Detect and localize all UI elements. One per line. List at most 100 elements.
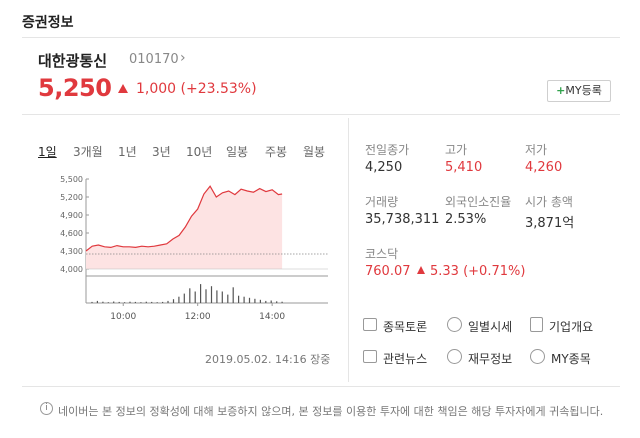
board-icon [363,318,377,331]
tab-period-7[interactable]: 주봉 [265,145,288,159]
price-area [86,186,283,269]
volume-bar [205,289,207,303]
stock-price: 5,250 [38,74,112,102]
volume-bar [96,300,98,303]
x-tick-label: 12:00 [185,312,211,322]
price-line [85,185,283,252]
volume-bar [178,296,180,303]
volume-bar [151,301,153,303]
menu-label-finance: 재무정보 [468,352,513,366]
volume-bar [162,301,164,303]
volume-bar [167,300,169,303]
y-tick-label: 5,500 [60,175,83,184]
document-icon [530,317,543,332]
volume-bar [118,301,120,303]
volume-bar [107,302,109,303]
volume-bar [227,294,229,303]
stock-change: 1,000 (+23.53%) [136,81,257,97]
tab-period-8[interactable]: 월봉 [303,145,326,159]
volume-bar [91,301,93,303]
menu-label-daily: 일별시세 [468,320,513,334]
stock-name[interactable]: 대한광통신 [38,52,108,70]
prev-close-value: 4,250 [365,160,403,175]
tab-period-5[interactable]: 10년 [186,145,213,159]
volume-bar [129,301,131,303]
menu-label-discussion: 종목토론 [383,320,428,334]
volume-bar [276,301,278,303]
market-cap-value: 3,871억 [525,216,575,231]
volume-bar [259,299,261,303]
volume-bar [172,299,175,303]
tab-period-2[interactable]: 3개월 [73,145,103,159]
header-divider [22,114,620,115]
my-register-button[interactable]: +MY등록 [547,80,611,102]
index-up-arrow-icon [417,266,425,274]
y-tick-label: 4,000 [60,265,83,274]
market-cap-label: 시가 총액 [525,195,573,209]
volume-bar [270,300,272,303]
volume-bar [265,300,267,303]
volume-bar [156,302,158,303]
index-value: 760.07 [365,264,411,279]
y-tick-label: 4,600 [60,229,83,238]
volume-bar [254,298,256,303]
tab-period-6[interactable]: 일봉 [226,145,249,159]
pie-chart-icon [447,349,462,364]
volume-bar [102,301,104,303]
disclaimer: 네이버는 본 정보의 정확성에 대해 보증하지 않으며, 본 정보를 이용한 투… [58,405,604,418]
y-tick-label: 4,900 [60,211,83,220]
bottom-divider [22,386,620,387]
volume-bar [200,284,202,303]
stock-code[interactable]: 010170 [129,52,179,67]
trend-icon [447,317,462,332]
low-value: 4,260 [525,160,563,175]
volume-bar [248,297,251,304]
high-label: 고가 [445,143,468,157]
user-icon [530,349,545,364]
vertical-divider [348,118,349,382]
menu-label-news: 관련뉴스 [383,352,428,366]
news-icon [363,350,377,363]
volume-bar [243,296,245,303]
menu-label-company: 기업개요 [549,320,594,334]
x-tick-label: 14:00 [259,312,285,322]
timestamp: 2019.05.02. 14:16 장중 [205,353,331,366]
volume-bar [232,287,234,304]
chevron-right-icon[interactable]: › [180,50,186,66]
index-label: 코스닥 [365,247,399,261]
prev-close-label: 전일종가 [365,143,410,157]
volume-bar [134,301,136,303]
volume-bar [140,302,142,303]
tab-period-4[interactable]: 3년 [152,145,171,159]
up-arrow-icon [118,84,128,93]
volume-bar [281,301,283,303]
tab-period-1[interactable]: 1일 [38,145,57,159]
menu-label-my: MY종목 [551,352,591,366]
volume-bar [238,295,240,303]
volume-bar [194,291,196,304]
volume-bar [221,291,223,304]
x-tick-label: 10:00 [110,312,136,322]
volume-value: 35,738,311 [365,212,440,227]
section-title: 증권정보 [22,15,74,31]
foreign-value: 2.53% [445,212,487,227]
high-value: 5,410 [445,160,483,175]
plus-icon: + [556,84,566,97]
volume-bar [124,302,126,303]
volume-bar [210,286,213,303]
tab-period-3[interactable]: 1년 [118,145,137,159]
volume-label: 거래량 [365,195,399,209]
volume-bar [183,293,185,304]
top-divider [22,37,620,38]
volume-bar [216,290,218,303]
foreign-label: 외국인소진율 [445,195,512,209]
info-icon: i [40,402,53,415]
y-tick-label: 5,200 [60,193,83,202]
intraday-chart: 4,000 4,300 4,600 4,900 5,200 5,500 10:00 12:00… [60,175,328,322]
my-register-label: MY등록 [565,84,602,97]
low-label: 저가 [525,143,548,157]
volume-bar [189,288,191,303]
y-tick-label: 4,300 [60,247,83,256]
volume-bar [113,301,115,303]
volume-bar [145,301,147,303]
